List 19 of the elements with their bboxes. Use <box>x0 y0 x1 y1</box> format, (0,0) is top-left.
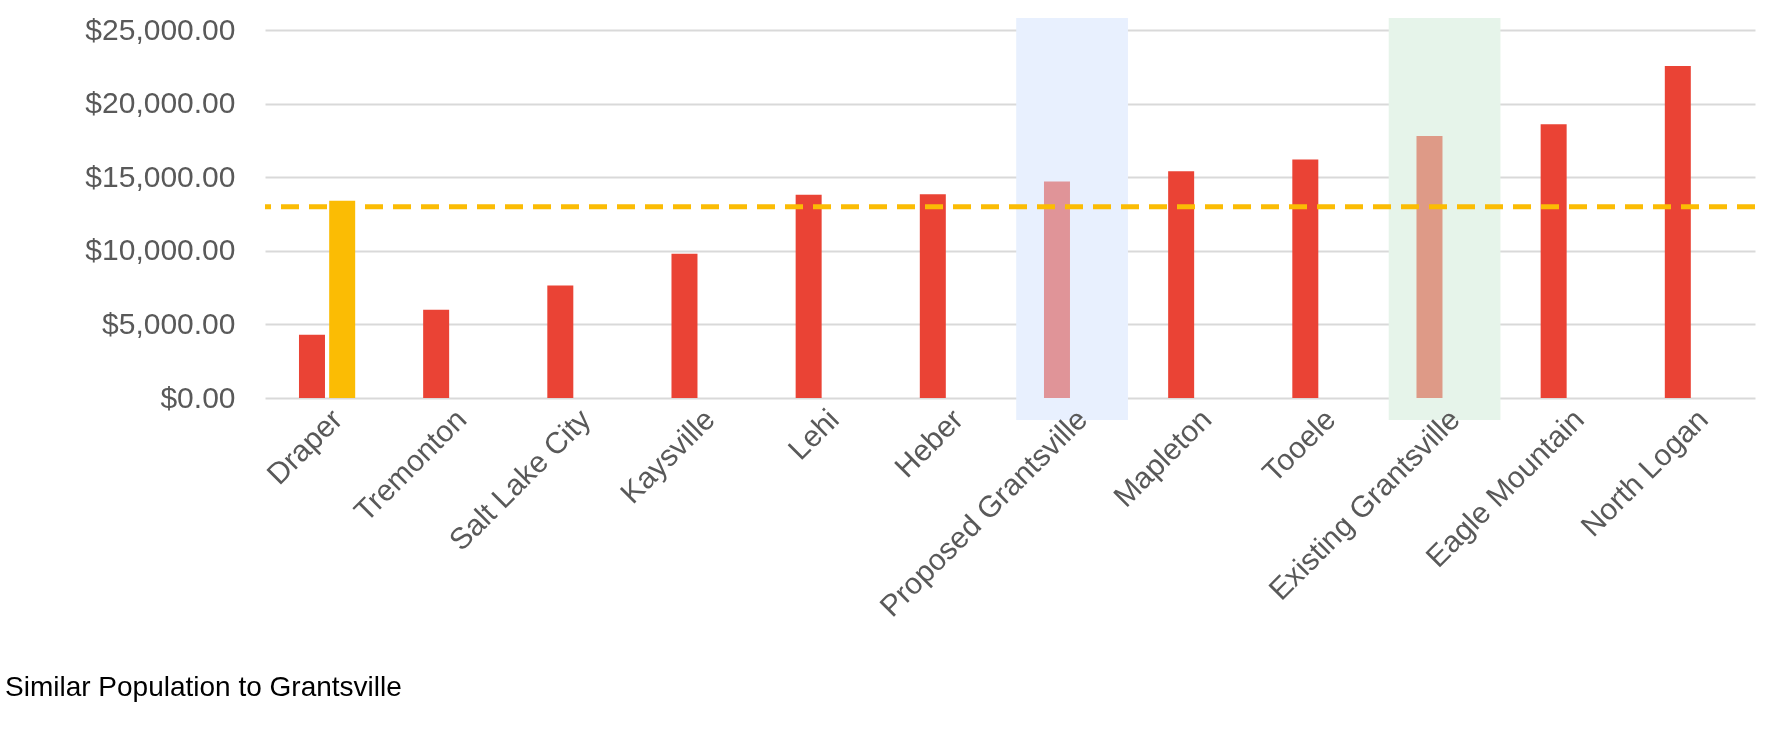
bar <box>547 285 574 398</box>
y-tick-label: $15,000.00 <box>85 159 236 193</box>
bar <box>298 334 325 398</box>
bar <box>795 194 822 398</box>
bar <box>1043 181 1070 398</box>
y-tick-label: $20,000.00 <box>85 86 236 120</box>
bar <box>1168 171 1195 398</box>
bar <box>1292 159 1319 398</box>
bar <box>1416 135 1443 398</box>
bar <box>919 194 946 398</box>
bar <box>671 253 698 398</box>
bar <box>1540 124 1567 398</box>
y-tick-label: $5,000.00 <box>102 306 236 340</box>
bar <box>1664 66 1691 398</box>
y-tick-label: $0.00 <box>160 380 236 414</box>
bar <box>423 309 450 398</box>
text: Similar Population to Grantsville <box>5 671 402 702</box>
y-tick-label: $25,000.00 <box>85 12 236 46</box>
y-tick-label: $10,000.00 <box>85 233 236 267</box>
